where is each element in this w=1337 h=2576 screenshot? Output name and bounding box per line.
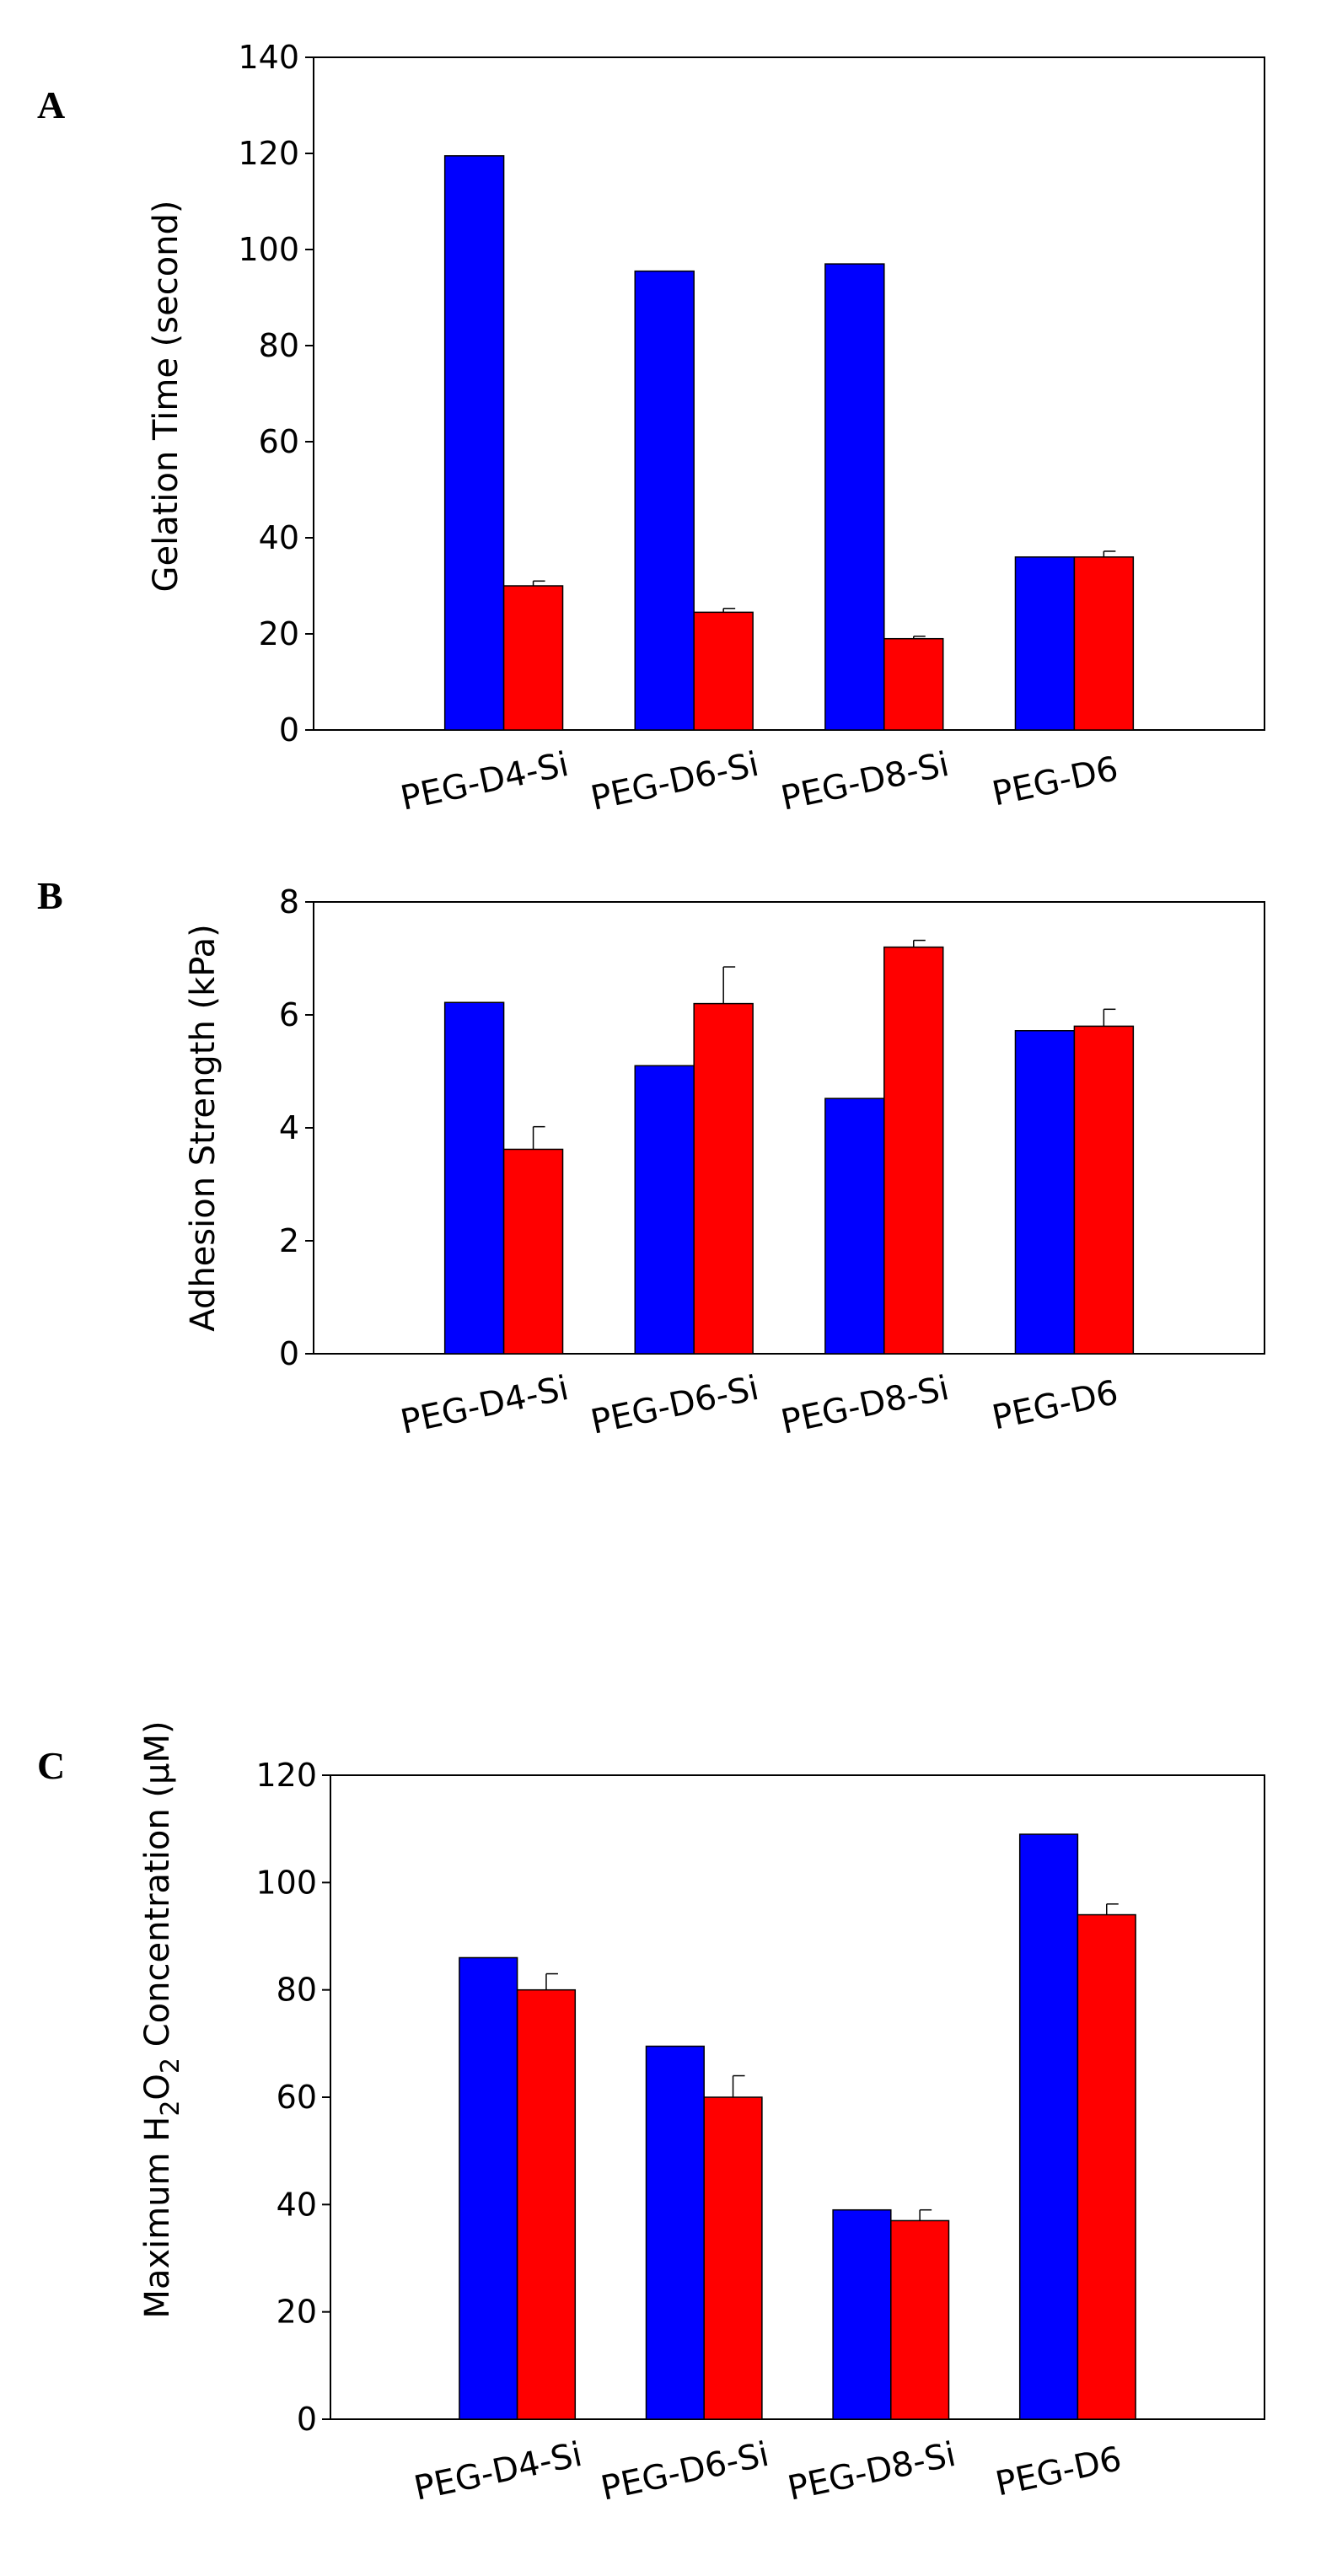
bar-series1-peg-d6 bbox=[1014, 1030, 1076, 1355]
bar-series1-peg-d4-si bbox=[459, 1956, 518, 2420]
y-tick-label: 60 bbox=[259, 423, 299, 460]
bar-series2-peg-d8-si bbox=[883, 637, 944, 731]
bar-series1-peg-d8-si bbox=[832, 2208, 892, 2420]
y-tick-label: 60 bbox=[277, 2079, 317, 2116]
x-category-label: PEG-D6 bbox=[989, 749, 1121, 813]
panel-b: B Adhesion Strength (kPa) 0 2 4 6 8 PEG-D4-Si… bbox=[37, 874, 1265, 1442]
x-category-label: PEG-D6 bbox=[989, 1373, 1121, 1437]
panel-c-label: C bbox=[37, 1744, 65, 1787]
bar-series1-peg-d6-si bbox=[634, 270, 695, 731]
bar-series1-peg-d4-si bbox=[443, 155, 505, 731]
plot-frame bbox=[313, 56, 1265, 731]
y-tick-label: 80 bbox=[259, 327, 299, 364]
y-tick-label: 2 bbox=[279, 1222, 299, 1259]
bar-series2-peg-d4-si bbox=[516, 1988, 577, 2420]
bar-series2-peg-d8-si bbox=[890, 2219, 950, 2420]
y-tick-label: 140 bbox=[238, 39, 299, 76]
panel-a-y-axis-label: Gelation Time (second) bbox=[147, 200, 185, 592]
bar-series2-peg-d6 bbox=[1077, 1913, 1136, 2420]
bar-series1-peg-d8-si bbox=[824, 1097, 885, 1355]
bar-series2-peg-d6 bbox=[1073, 1025, 1135, 1355]
bar-series1-peg-d8-si bbox=[824, 263, 885, 731]
bar-series1-peg-d6-si bbox=[645, 2045, 705, 2420]
y-tick-label: 0 bbox=[297, 2401, 317, 2438]
y-tick-label: 20 bbox=[259, 615, 299, 652]
bar-series1-peg-d6 bbox=[1014, 556, 1076, 731]
bar-series2-peg-d6-si bbox=[693, 1002, 754, 1355]
y-tick-label: 100 bbox=[238, 231, 299, 268]
y-tick-label: 120 bbox=[238, 135, 299, 172]
panel-c-y-label-mid: O bbox=[138, 2074, 177, 2100]
panel-b-y-axis-label: Adhesion Strength (kPa) bbox=[184, 924, 223, 1331]
bar-series2-peg-d4-si bbox=[502, 585, 564, 731]
panel-a-label: A bbox=[37, 83, 65, 126]
panel-c-y-label-sub2: 2 bbox=[156, 2058, 185, 2074]
x-category-label: PEG-D6-Si bbox=[588, 745, 762, 818]
bar-series1-peg-d6 bbox=[1018, 1833, 1079, 2420]
y-tick-label: 80 bbox=[277, 1972, 317, 2009]
bar-series2-peg-d6 bbox=[1073, 556, 1135, 731]
x-category-label: PEG-D4-Si bbox=[411, 2435, 585, 2509]
panel-c: C Maximum H2O2 Concentration (μM) 020406… bbox=[37, 1720, 1265, 2509]
panel-c-y-label-sub1: 2 bbox=[156, 2101, 185, 2117]
x-category-label: PEG-D6 bbox=[992, 2439, 1125, 2504]
x-category-label: PEG-D8-Si bbox=[778, 1369, 953, 1442]
y-tick-label: 4 bbox=[279, 1109, 299, 1146]
panel-a: A Gelation Time (second) 0 20 40 60 80 100 120… bbox=[37, 39, 1265, 818]
y-tick-label: 0 bbox=[279, 711, 299, 749]
y-tick-label: 20 bbox=[277, 2294, 317, 2331]
panel-c-y-label-pre: Maximum H bbox=[138, 2117, 177, 2319]
bar-series2-peg-d6-si bbox=[693, 611, 754, 731]
y-tick-label: 6 bbox=[279, 996, 299, 1033]
bar-series1-peg-d4-si bbox=[443, 1001, 505, 1355]
bar-series2-peg-d8-si bbox=[883, 946, 944, 1355]
panel-b-label: B bbox=[37, 874, 63, 917]
bar-series1-peg-d6-si bbox=[634, 1065, 695, 1355]
panel-b-plot: 0 2 4 6 8 PEG-D4-Si PEG-D6-Si PEG-D8-Si PEG-D6 bbox=[279, 883, 1265, 1442]
panel-c-plot: 0 20 40 60 80 100 120 PEG-D4-Si PEG-D6-Si PEG-D8-… bbox=[255, 1757, 1265, 2509]
y-tick-label: 40 bbox=[259, 519, 299, 556]
x-category-label: PEG-D4-Si bbox=[397, 745, 572, 818]
bar-series2-peg-d6-si bbox=[703, 2096, 763, 2420]
x-category-label: PEG-D4-Si bbox=[397, 1369, 572, 1442]
y-tick-label: 8 bbox=[279, 883, 299, 920]
bar-series2-peg-d4-si bbox=[502, 1148, 564, 1355]
y-tick-label: 40 bbox=[277, 2186, 317, 2223]
y-tick-label: 0 bbox=[279, 1335, 299, 1372]
x-category-label: PEG-D8-Si bbox=[785, 2435, 959, 2509]
y-tick-label: 120 bbox=[255, 1757, 317, 1794]
x-category-label: PEG-D6-Si bbox=[598, 2435, 772, 2509]
panel-c-y-label-post: Concentration (μM) bbox=[138, 1720, 177, 2058]
y-tick-label: 100 bbox=[255, 1864, 317, 1901]
x-category-label: PEG-D8-Si bbox=[778, 745, 953, 818]
panel-c-y-axis-label: Maximum H2O2 Concentration (μM) bbox=[138, 1720, 185, 2318]
x-category-label: PEG-D6-Si bbox=[588, 1369, 762, 1442]
